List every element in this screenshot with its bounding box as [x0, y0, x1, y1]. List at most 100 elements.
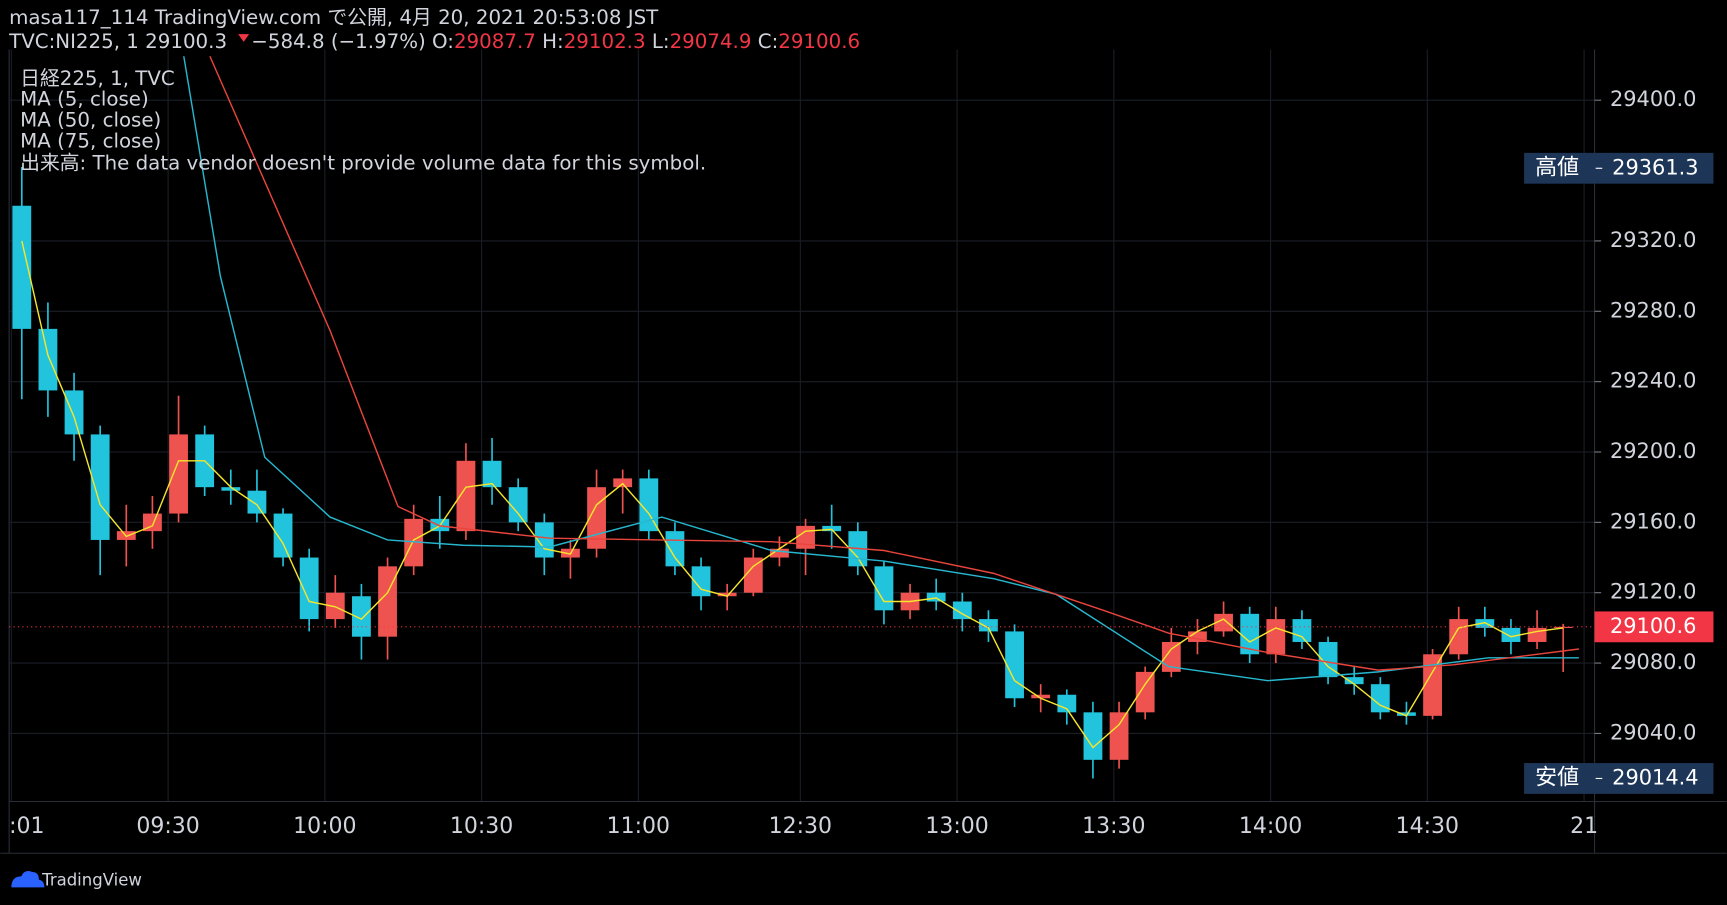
candle-body — [743, 557, 763, 593]
candle-body — [1214, 613, 1233, 632]
low-marker-box — [1524, 763, 1714, 794]
x-tick-label: 14:00 — [1239, 814, 1302, 839]
candle-body — [221, 487, 241, 491]
candle-body — [639, 478, 659, 532]
y-tick-label: 29280.0 — [1610, 298, 1696, 322]
y-tick-label: 29080.0 — [1610, 650, 1696, 674]
plot-area — [12, 55, 1579, 779]
brand: TradingView — [41, 870, 142, 889]
y-tick-label: 29400.0 — [1610, 87, 1696, 111]
down-arrow — [238, 34, 250, 42]
candle-body — [508, 487, 528, 523]
publisher: masa117_114 TradingView.com で公開, 4月 20, … — [9, 6, 659, 29]
last-price-label: 29100.6 — [1610, 614, 1696, 638]
change: −584.8 (−1.97%) — [251, 29, 425, 52]
close: 29100.6 — [778, 29, 860, 52]
candle-body — [1083, 712, 1103, 760]
candle-body — [64, 390, 84, 435]
candle-body — [1423, 654, 1442, 716]
high-marker-value: 29361.3 — [1612, 155, 1698, 179]
candle-body — [1109, 712, 1129, 760]
symbol: TVC:NI225, 1 — [8, 29, 139, 52]
candle-body — [979, 619, 998, 632]
candle-body — [1188, 631, 1207, 642]
y-tick-label: 29160.0 — [1610, 509, 1696, 533]
candle-body — [1240, 613, 1260, 655]
candle-body — [325, 592, 345, 620]
legend-entry: MA (75, close) — [20, 130, 161, 153]
logo-cloud — [11, 870, 45, 888]
candle-body — [1370, 684, 1390, 713]
high-label: H: — [542, 29, 564, 52]
candle-body — [247, 490, 267, 514]
candle-body — [1553, 626, 1573, 628]
volume-note: 出来高: The data vendor doesn't provide vol… — [20, 152, 706, 175]
logo: TradingView — [11, 870, 142, 889]
candle-body — [1266, 619, 1286, 655]
close-label: C: — [758, 29, 779, 52]
candle-body — [143, 513, 162, 532]
candle-body — [717, 592, 737, 597]
x-tick-label: 14:30 — [1396, 814, 1459, 839]
x-tick-label: 13:30 — [1082, 814, 1145, 839]
low-marker-label: 安値 — [1535, 765, 1579, 790]
high-marker-label: 高値 — [1535, 155, 1579, 180]
candle-body — [404, 518, 424, 567]
x-tick-label: 12:30 — [769, 814, 832, 839]
quote-line: TVC:NI225, 1 29100.3 −584.8 (−1.97%) O:29… — [8, 29, 860, 52]
candle-body — [169, 434, 188, 514]
candle-body — [456, 460, 476, 532]
candle-body — [952, 601, 972, 620]
candle-body — [90, 434, 110, 540]
candle-body — [1475, 619, 1495, 628]
candle-body — [534, 522, 554, 558]
candle-body — [1031, 694, 1051, 699]
candle-body — [1005, 631, 1024, 699]
y-tick-label: 29040.0 — [1610, 720, 1696, 744]
x-tick-label: 10:30 — [450, 814, 513, 839]
x-tick-label: 10:00 — [293, 814, 356, 839]
x-tick-label: 11:00 — [607, 814, 670, 839]
low: 29074.9 — [670, 29, 752, 52]
candle-body — [1344, 677, 1364, 685]
candle-body — [796, 525, 815, 549]
legend-title: 日経225, 1, TVC — [20, 67, 175, 90]
candle-body — [1292, 619, 1312, 642]
open: 29087.7 — [454, 29, 536, 52]
candle-body — [926, 592, 946, 602]
candle-body — [482, 460, 502, 488]
x-tick-label: 09:30 — [136, 814, 199, 839]
candle-body — [691, 566, 711, 597]
candle-body — [874, 566, 894, 611]
candle-body — [822, 525, 842, 532]
candle-body — [665, 531, 685, 567]
candle-body — [12, 205, 32, 329]
open-label: O: — [432, 29, 454, 52]
candle-body — [1318, 641, 1338, 678]
candle-body — [1135, 671, 1155, 713]
candle-body — [38, 328, 58, 391]
candle-body — [378, 566, 397, 637]
candle-body — [273, 513, 293, 558]
legend-entry: MA (5, close) — [20, 88, 149, 111]
x-tick-label: :01 — [9, 814, 44, 839]
y-tick-label: 29200.0 — [1610, 439, 1696, 463]
candle-body — [1449, 619, 1469, 655]
ma-line — [183, 56, 1579, 682]
ma-line — [209, 55, 1579, 671]
last-price-box — [1594, 611, 1714, 643]
legend-entry: MA (50, close) — [20, 109, 161, 132]
candle-body — [1057, 694, 1077, 713]
candle-body — [299, 557, 319, 620]
y-tick-label: 29240.0 — [1610, 369, 1696, 393]
x-tick-label: 13:00 — [925, 814, 988, 839]
y-tick-label: 29120.0 — [1610, 580, 1696, 604]
high: 29102.3 — [564, 29, 646, 52]
y-tick-label: 29320.0 — [1610, 228, 1696, 252]
candle-body — [1501, 627, 1521, 642]
candle-body — [770, 548, 789, 558]
candle-body — [1161, 641, 1181, 672]
x-tick-label: 21 — [1570, 814, 1598, 839]
